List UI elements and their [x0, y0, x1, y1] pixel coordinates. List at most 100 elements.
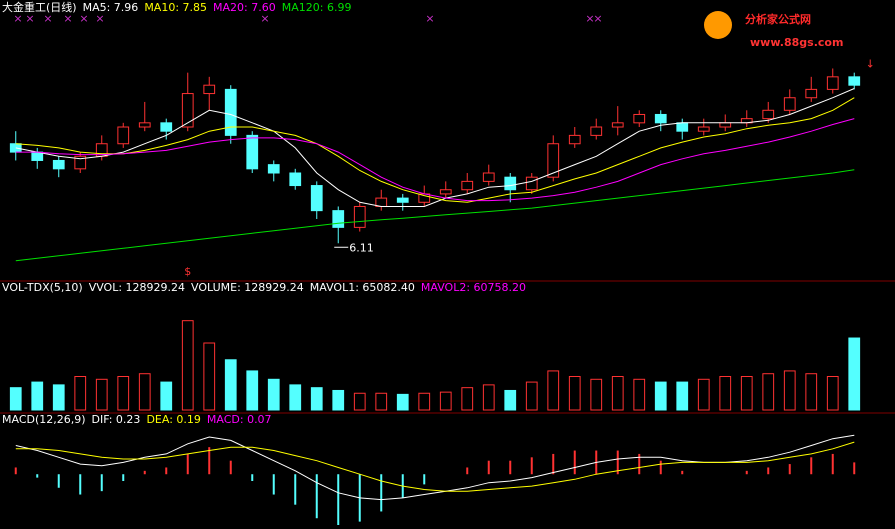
volume-bar [267, 378, 280, 411]
legend-label: VVOL: 128929.24 [89, 281, 185, 294]
legend-label: MAVOL2: 60758.20 [421, 281, 526, 294]
volume-bar [740, 376, 753, 411]
legend-label: MACD(12,26,9) [2, 413, 86, 426]
marker: × [585, 12, 594, 25]
candle-body [719, 122, 732, 128]
annotation: 6.11 [349, 241, 374, 254]
volume-bar [697, 378, 710, 411]
candle-body [117, 126, 130, 145]
volume-bar [353, 392, 366, 411]
candle-body [676, 122, 689, 132]
candle-body [52, 159, 65, 170]
volume-bar [52, 384, 65, 411]
candle-body [762, 109, 775, 120]
candle-body [568, 134, 581, 145]
candle-body [332, 210, 345, 228]
candle-body [396, 197, 409, 203]
volume-bar [826, 376, 839, 411]
volume-bar [289, 384, 302, 411]
volume-bar [138, 373, 151, 411]
volume-bar [568, 376, 581, 411]
candle-body [9, 143, 22, 153]
volume-bar [246, 370, 259, 411]
volume-bar [805, 373, 818, 411]
marker: × [63, 12, 72, 25]
volume-bar [9, 387, 22, 411]
candle-body [654, 113, 667, 124]
candle-body [224, 88, 237, 136]
candle-body [310, 185, 323, 212]
candle-body [160, 122, 173, 132]
marker: × [25, 12, 34, 25]
legend-label: MAVOL1: 65082.40 [310, 281, 415, 294]
candle-body [611, 122, 624, 128]
candle-body [783, 97, 796, 111]
candle-body [31, 151, 44, 161]
candle-body [203, 84, 216, 95]
logo-url: www.88gs.com [750, 36, 843, 49]
legend-label: MACD: 0.07 [207, 413, 272, 426]
candle-body [633, 113, 646, 124]
candle-body [826, 76, 839, 90]
volume-bar [396, 393, 409, 411]
volume-bar [160, 381, 173, 411]
marker: × [79, 12, 88, 25]
legend-label: MA10: 7.85 [144, 1, 207, 14]
volume-bar [461, 387, 474, 411]
annotation: ↓ [866, 58, 875, 71]
logo: 分析家公式网 www.88gs.com [704, 11, 843, 49]
line [15, 169, 855, 262]
candle-body [439, 189, 452, 195]
candle-body [375, 197, 388, 207]
marker: × [43, 12, 52, 25]
marker: × [425, 12, 434, 25]
candle-body [246, 134, 259, 170]
legend-label: MA5: 7.96 [83, 1, 139, 14]
candle-body [848, 76, 861, 86]
volume-bar [719, 376, 732, 411]
volume-bar [418, 392, 431, 411]
volume-bar [181, 320, 194, 411]
logo-title: 分析家公式网 [745, 12, 811, 26]
logo-icon [704, 11, 732, 39]
line [15, 118, 855, 202]
candle-body [805, 88, 818, 99]
volume-bar [439, 391, 452, 411]
candle-body [74, 155, 87, 170]
annotation: $ [184, 265, 191, 278]
volume-bar [762, 373, 775, 411]
line [15, 441, 855, 492]
volume-bar [783, 370, 796, 411]
line [15, 88, 855, 207]
candle-body [461, 180, 474, 191]
candle-body [547, 143, 560, 178]
volume-bar [633, 378, 646, 411]
candle-body [482, 172, 495, 182]
legend-label: MA20: 7.60 [213, 1, 276, 14]
line [15, 97, 855, 203]
candle-body [181, 93, 194, 128]
volume-bar [654, 381, 667, 411]
legend-label: VOL-TDX(5,10) [2, 281, 83, 294]
volume-bar [590, 378, 603, 411]
candle-body [525, 176, 538, 191]
volume-bar [95, 378, 108, 411]
marker: × [95, 12, 104, 25]
volume-bar [332, 389, 345, 411]
volume-bar [504, 389, 517, 411]
volume-bar [224, 359, 237, 411]
volume-bar [31, 381, 44, 411]
candle-body [504, 176, 517, 191]
legend-label: 大金重工(日线) [2, 0, 77, 14]
volume-bar [203, 342, 216, 411]
volume-bar [117, 376, 130, 411]
marker: × [260, 12, 269, 25]
candle-body [590, 126, 603, 136]
candle-body [267, 164, 280, 174]
volume-bar [375, 392, 388, 411]
legend-label: MA120: 6.99 [282, 1, 352, 14]
volume-bar [611, 376, 624, 411]
volume-bar [848, 337, 861, 411]
volume-bar [310, 387, 323, 411]
